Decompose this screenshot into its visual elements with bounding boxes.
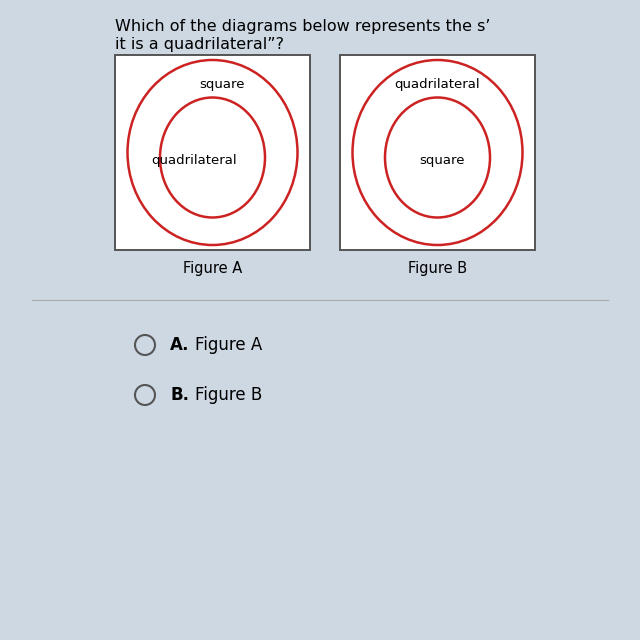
Text: A.: A.: [170, 336, 189, 354]
Text: square: square: [420, 154, 465, 167]
Text: Which of the diagrams below represents the s’: Which of the diagrams below represents t…: [115, 19, 490, 35]
Text: quadrilateral: quadrilateral: [395, 78, 480, 91]
Ellipse shape: [160, 97, 265, 218]
Text: Figure B: Figure B: [408, 260, 467, 275]
Ellipse shape: [127, 60, 298, 245]
Text: quadrilateral: quadrilateral: [152, 154, 237, 167]
Bar: [115, 55, 310, 250]
Text: it is a quadrilateral”?: it is a quadrilateral”?: [115, 36, 284, 51]
Text: square: square: [200, 78, 245, 91]
Text: Figure B: Figure B: [195, 386, 262, 404]
Bar: [340, 55, 535, 250]
Ellipse shape: [353, 60, 522, 245]
Ellipse shape: [385, 97, 490, 218]
Ellipse shape: [135, 335, 155, 355]
Ellipse shape: [135, 385, 155, 405]
Text: Figure A: Figure A: [195, 336, 262, 354]
Text: B.: B.: [170, 386, 189, 404]
Text: Figure A: Figure A: [183, 260, 242, 275]
